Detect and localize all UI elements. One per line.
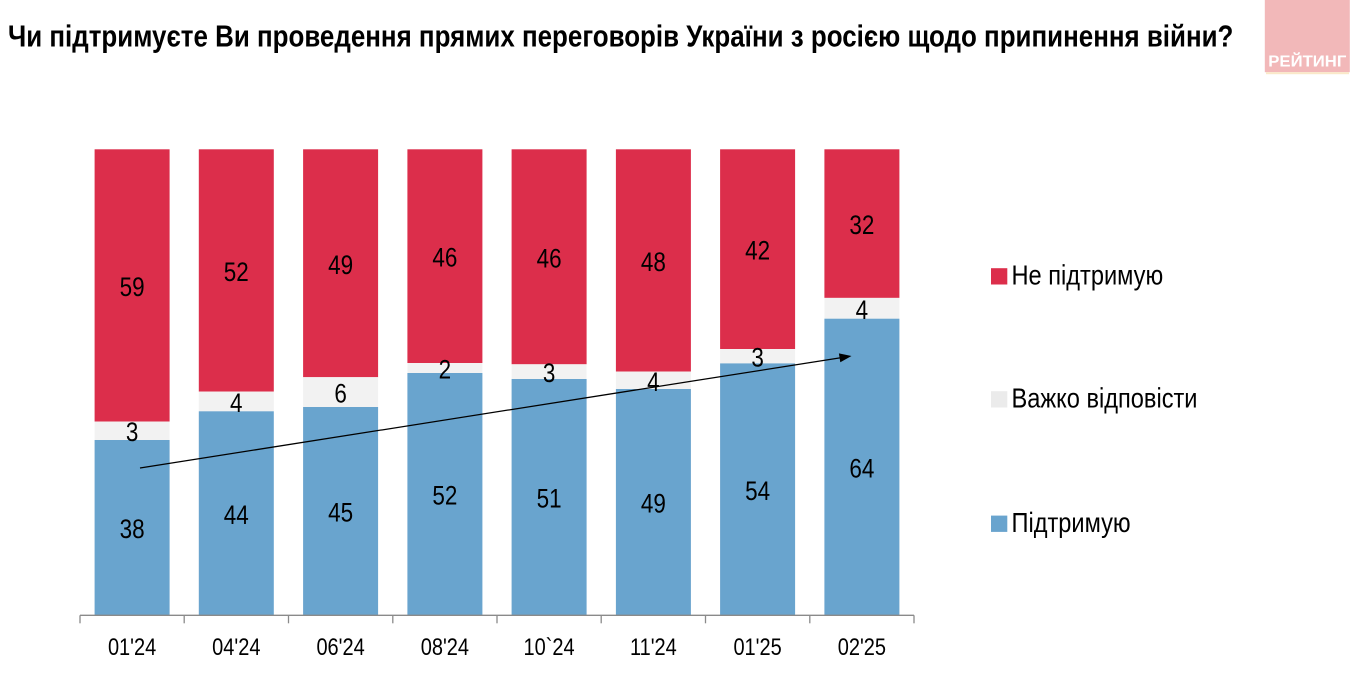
- svg-text:01'25: 01'25: [733, 634, 781, 661]
- svg-text:49: 49: [641, 489, 666, 519]
- svg-text:52: 52: [432, 481, 457, 511]
- svg-text:6: 6: [334, 379, 347, 409]
- svg-text:Підтримую: Підтримую: [1012, 507, 1131, 538]
- svg-text:38: 38: [120, 514, 145, 544]
- svg-text:10`24: 10`24: [524, 634, 575, 661]
- svg-text:РЕЙТИНГ: РЕЙТИНГ: [1268, 53, 1346, 71]
- svg-text:32: 32: [849, 210, 874, 240]
- svg-text:Чи підтримуєте Ви проведення п: Чи підтримуєте Ви проведення прямих пере…: [8, 18, 1233, 53]
- svg-text:Не підтримую: Не підтримую: [1012, 260, 1164, 291]
- svg-text:48: 48: [641, 247, 666, 277]
- svg-text:45: 45: [328, 498, 353, 528]
- svg-text:11'24: 11'24: [630, 634, 677, 661]
- svg-text:46: 46: [537, 243, 562, 273]
- svg-text:Важко відповісти: Важко відповісти: [1012, 383, 1198, 414]
- svg-text:4: 4: [230, 388, 243, 418]
- svg-text:3: 3: [751, 343, 764, 373]
- svg-text:2: 2: [439, 355, 452, 385]
- svg-text:08'24: 08'24: [421, 634, 469, 661]
- svg-text:46: 46: [432, 243, 457, 273]
- svg-text:49: 49: [328, 250, 353, 280]
- svg-text:4: 4: [856, 295, 869, 325]
- svg-text:3: 3: [543, 358, 556, 388]
- svg-text:04'24: 04'24: [212, 634, 260, 661]
- svg-text:52: 52: [224, 257, 249, 287]
- svg-text:54: 54: [745, 476, 770, 506]
- svg-text:42: 42: [745, 236, 770, 266]
- svg-text:01'24: 01'24: [108, 634, 156, 661]
- svg-text:02'25: 02'25: [838, 634, 886, 661]
- svg-text:44: 44: [224, 500, 249, 530]
- svg-text:51: 51: [537, 484, 562, 514]
- svg-text:59: 59: [120, 272, 145, 302]
- svg-text:4: 4: [647, 367, 660, 397]
- svg-text:64: 64: [849, 454, 874, 484]
- svg-text:3: 3: [126, 417, 139, 447]
- svg-text:06'24: 06'24: [316, 634, 364, 661]
